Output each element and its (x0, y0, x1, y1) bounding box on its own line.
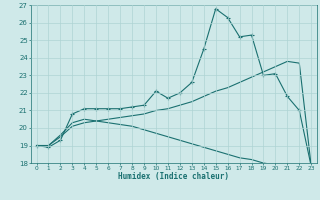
X-axis label: Humidex (Indice chaleur): Humidex (Indice chaleur) (118, 172, 229, 181)
